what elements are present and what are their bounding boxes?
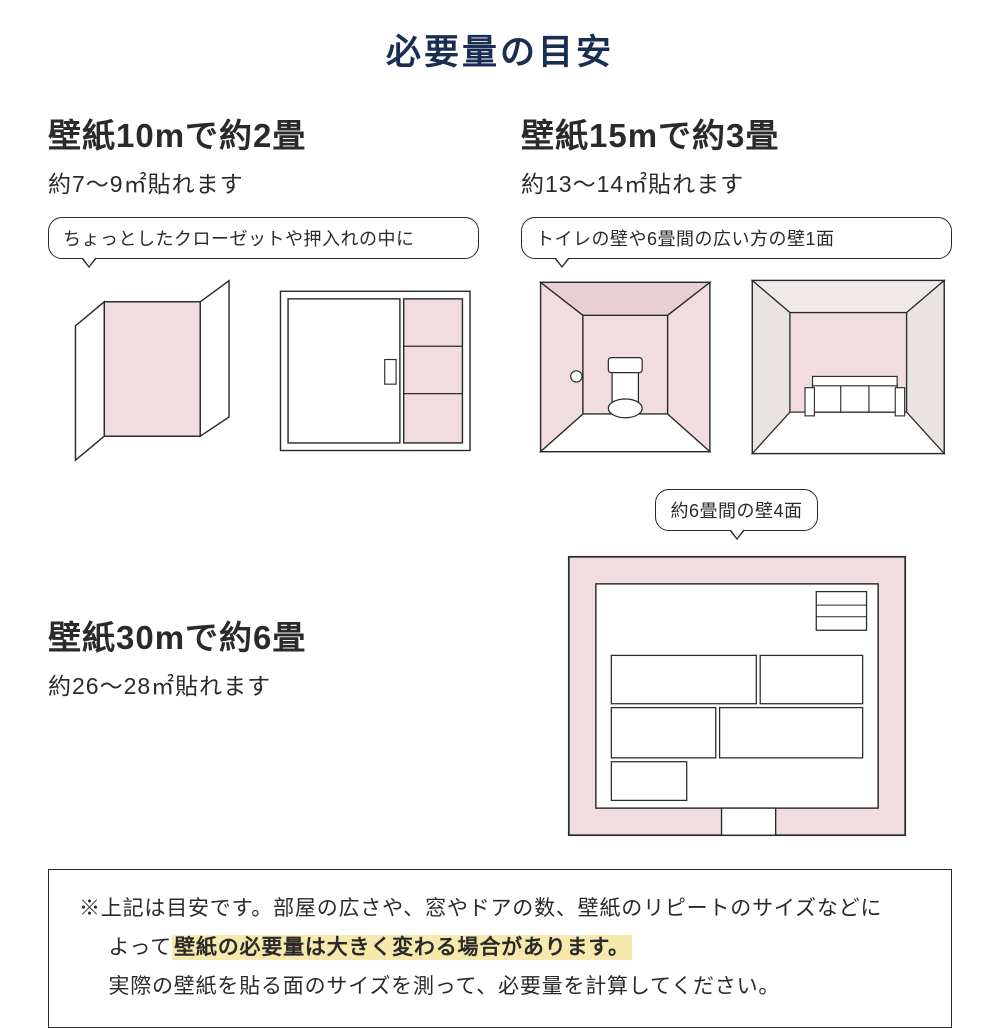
note-highlight: 壁紙の必要量は大きく変わる場合があります。	[172, 935, 632, 960]
note-line2-wrap: よって壁紙の必要量は大きく変わる場合があります。	[79, 929, 921, 968]
section-floorplan-bubble-row: 約6畳間の壁4面	[655, 489, 817, 531]
section-10m-bubble-row: ちょっとしたクローゼットや押入れの中に	[48, 217, 479, 259]
section-30m-title: 壁紙30mで約6畳	[48, 611, 479, 659]
section-floorplan: 約6畳間の壁4面	[521, 489, 952, 841]
section-10m-bubble: ちょっとしたクローゼットや押入れの中に	[48, 217, 479, 259]
section-30m: 壁紙30mで約6畳 約26～28㎡貼れます	[48, 489, 479, 841]
section-15m-title: 壁紙15mで約3畳	[521, 109, 952, 157]
section-15m: 壁紙15mで約3畳 約13～14㎡貼れます トイレの壁や6畳間の広い方の壁1面	[521, 109, 952, 465]
section-floorplan-bubble: 約6畳間の壁4面	[655, 489, 817, 531]
closet-icon	[48, 273, 257, 465]
section-10m: 壁紙10mで約2畳 約7～9㎡貼れます ちょっとしたクローゼットや押入れの中に	[48, 109, 479, 465]
section-30m-sub: 約26～28㎡貼れます	[48, 667, 479, 701]
section-15m-sub: 約13～14㎡貼れます	[521, 165, 952, 199]
oshiire-icon	[271, 273, 480, 465]
section-15m-bubble: トイレの壁や6畳間の広い方の壁1面	[521, 217, 952, 259]
note-line3: 実際の壁紙を貼る面のサイズを測って、必要量を計算してください。	[79, 968, 921, 1007]
living-room-wall-icon	[744, 273, 953, 461]
sections-grid: 壁紙10mで約2畳 約7～9㎡貼れます ちょっとしたクローゼットや押入れの中に	[48, 109, 952, 841]
note-line1: ※上記は目安です。部屋の広さや、窓やドアの数、壁紙のリピートのサイズなどに	[79, 897, 882, 920]
note-box: ※上記は目安です。部屋の広さや、窓やドアの数、壁紙のリピートのサイズなどに よっ…	[48, 869, 952, 1028]
section-15m-bubble-row: トイレの壁や6畳間の広い方の壁1面	[521, 217, 952, 259]
page-title: 必要量の目安	[48, 24, 952, 75]
section-10m-title: 壁紙10mで約2畳	[48, 109, 479, 157]
toilet-room-icon	[521, 273, 730, 461]
section-10m-illustrations	[48, 273, 479, 465]
section-15m-illustrations	[521, 273, 952, 461]
floorplan-icon	[562, 551, 912, 841]
section-10m-sub: 約7～9㎡貼れます	[48, 165, 479, 199]
note-line2-prefix: よって	[108, 936, 172, 959]
